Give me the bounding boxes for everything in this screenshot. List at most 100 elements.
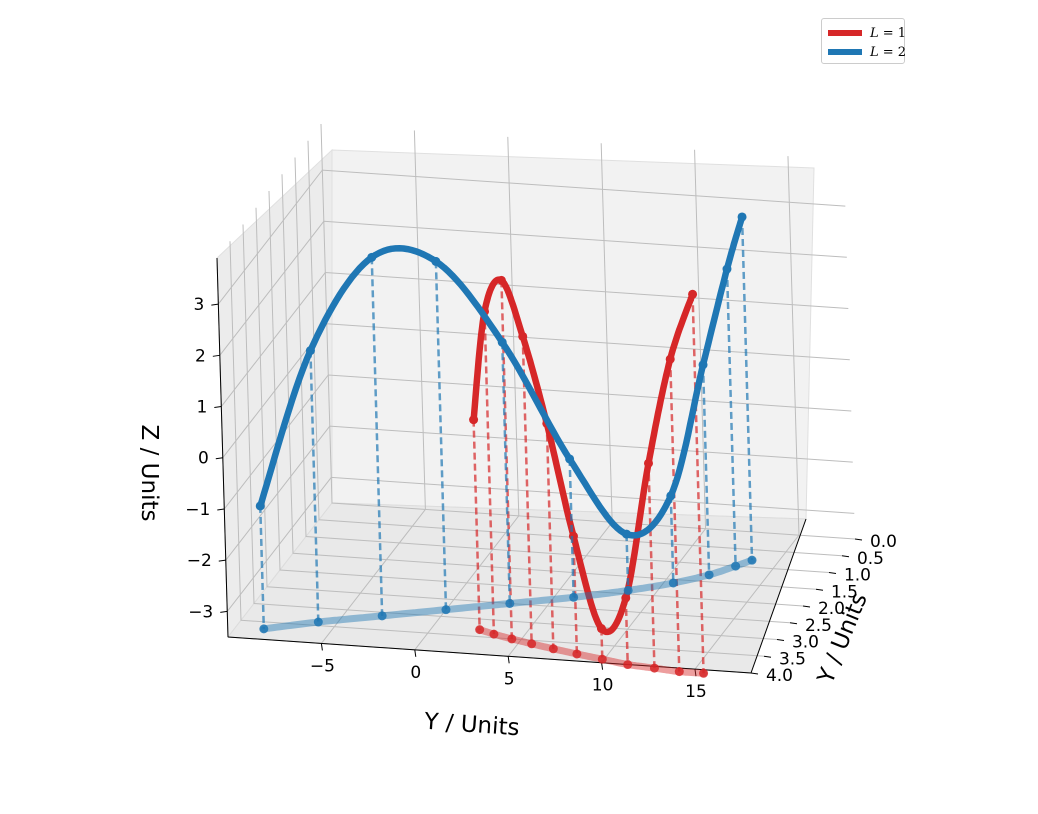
- x-tick-mark-4: [694, 669, 697, 677]
- series-0-point-6: [596, 624, 606, 634]
- z-axis-title: Z / Units: [136, 425, 162, 522]
- z-tick-label-0: 3: [194, 295, 205, 315]
- series-0-floor-point-3: [527, 639, 537, 649]
- series-1-drop-line-1: [309, 350, 320, 623]
- series-0-drop-line-8: [647, 463, 656, 669]
- z-tick-mark-6: [220, 610, 228, 613]
- series-0-floor-point-7: [623, 660, 633, 670]
- legend-label-l1: L = 1: [870, 25, 907, 41]
- z-grid-line-1: [219, 220, 847, 356]
- series-0-drop-line-6: [600, 628, 604, 660]
- series-1-point-4: [497, 337, 507, 347]
- y-grid-line-1: [307, 140, 843, 557]
- series-1-drop-line-10: [740, 216, 754, 561]
- series-0-floor-point-0: [475, 625, 485, 635]
- y-tick-mark-6: [776, 639, 785, 641]
- series-1-floor-point-9: [731, 561, 741, 571]
- y-grid-line-5: [255, 207, 791, 624]
- series-0-floor-point-5: [572, 649, 582, 659]
- z-grid-line-4: [223, 374, 852, 510]
- series-1-floor-point-4: [505, 598, 515, 608]
- series-1-point-8: [698, 360, 708, 370]
- series-1-floor-point-10: [747, 555, 757, 565]
- x-tick-mark-0: [320, 643, 323, 651]
- y-tick-mark-1: [841, 555, 850, 558]
- series-0-point-10: [688, 289, 698, 299]
- y-tick-mark-2: [828, 572, 837, 574]
- y-tick-label-8: 4.0: [766, 666, 793, 686]
- series-1-drop-line-6: [625, 534, 630, 591]
- z-grid-line-5: [225, 425, 853, 561]
- legend-item-l1: L = 1: [828, 24, 906, 42]
- z-tick-mark-4: [217, 508, 225, 511]
- x-tick-mark-1: [414, 649, 417, 657]
- series-1-floor-point-2: [377, 611, 387, 621]
- legend-swatch-blue: [828, 49, 862, 55]
- y-grid-line-3: [281, 174, 817, 590]
- series-1-point-3: [431, 256, 441, 266]
- y-tick-mark-4: [802, 605, 811, 608]
- series-1-point-6: [622, 529, 632, 539]
- series-1-drop-line-2: [370, 257, 384, 616]
- legend-label-l2: L = 2: [870, 44, 907, 60]
- y-tick-label-7: 3.5: [779, 649, 806, 669]
- y-grid-line-0: [320, 123, 856, 540]
- series-1-point-7: [666, 491, 676, 501]
- x-tick-mark-2: [507, 656, 510, 664]
- series-0-point-8: [643, 458, 653, 468]
- series-1-drop-line-9: [725, 268, 737, 567]
- series-1-point-10: [737, 212, 747, 222]
- z-tick-mark-5: [218, 559, 226, 562]
- z-tick-label-6: −3: [188, 602, 213, 622]
- y-tick-label-6: 3.0: [792, 633, 819, 653]
- x-tick-mark-3: [601, 662, 604, 670]
- legend: L = 1 L = 2: [821, 18, 906, 64]
- series-1-floor-point-7: [668, 578, 678, 588]
- series-0-drop-line-3: [521, 336, 533, 644]
- series-0-floor-point-1: [489, 629, 499, 639]
- z-tick-label-5: −2: [187, 551, 212, 571]
- series-0-floor-point-2: [507, 634, 517, 644]
- series-1-point-0: [255, 501, 265, 511]
- z-tick-label-3: 0: [198, 449, 209, 469]
- y-tick-mark-8: [750, 672, 759, 675]
- series-0-point-7: [621, 593, 631, 603]
- series-1-point-9: [722, 264, 732, 274]
- z-grid-line-2: [220, 272, 849, 407]
- series-0-point-0: [469, 415, 479, 425]
- series-0-floor-point-8: [649, 663, 659, 673]
- series-0-drop-line-0: [472, 419, 481, 630]
- y-axis-line: [750, 518, 807, 674]
- z-tick-mark-3: [215, 457, 223, 460]
- y-grid-line-7: [229, 241, 765, 657]
- z-tick-label-1: 2: [195, 346, 206, 366]
- series-0-point-9: [665, 354, 675, 364]
- tick-marks: [211, 303, 863, 677]
- series-1-drop-line-8: [701, 364, 711, 575]
- x-tick-label-0: −5: [310, 656, 335, 676]
- y-tick-mark-5: [789, 622, 798, 625]
- series-1-floor-point-6: [623, 585, 633, 595]
- series-1-floor-point-0: [259, 624, 269, 634]
- back-panes: [216, 148, 815, 674]
- x-tick-label-1: 0: [410, 663, 421, 683]
- y-tick-label-1: 0.5: [857, 549, 884, 569]
- x-tick-label-4: 15: [685, 682, 707, 702]
- series-0-drop-line-4: [545, 423, 555, 649]
- y-tick-mark-0: [854, 538, 863, 541]
- x-tick-label-3: 10: [592, 676, 614, 696]
- series-0-floor-point-10: [699, 668, 709, 678]
- series-1-floor-point-3: [441, 605, 451, 615]
- series-0-floor-point-9: [674, 667, 684, 677]
- y-grid-line-2: [294, 157, 830, 573]
- x-axis-title: Y / Units: [423, 709, 521, 742]
- legend-item-l2: L = 2: [828, 43, 906, 61]
- series-1-point-2: [367, 252, 377, 262]
- x-axis-line: [227, 636, 752, 674]
- z-grid-line-0: [217, 169, 846, 305]
- series-1-drop-line-7: [669, 495, 675, 583]
- y-tick-label-2: 1.0: [844, 566, 871, 586]
- z-tick-mark-0: [211, 303, 219, 306]
- series-layer: [255, 212, 757, 678]
- tick-labels: −5 0 5 10 150.00.51.01.52.02.53.03.54.03210−…: [185, 295, 897, 702]
